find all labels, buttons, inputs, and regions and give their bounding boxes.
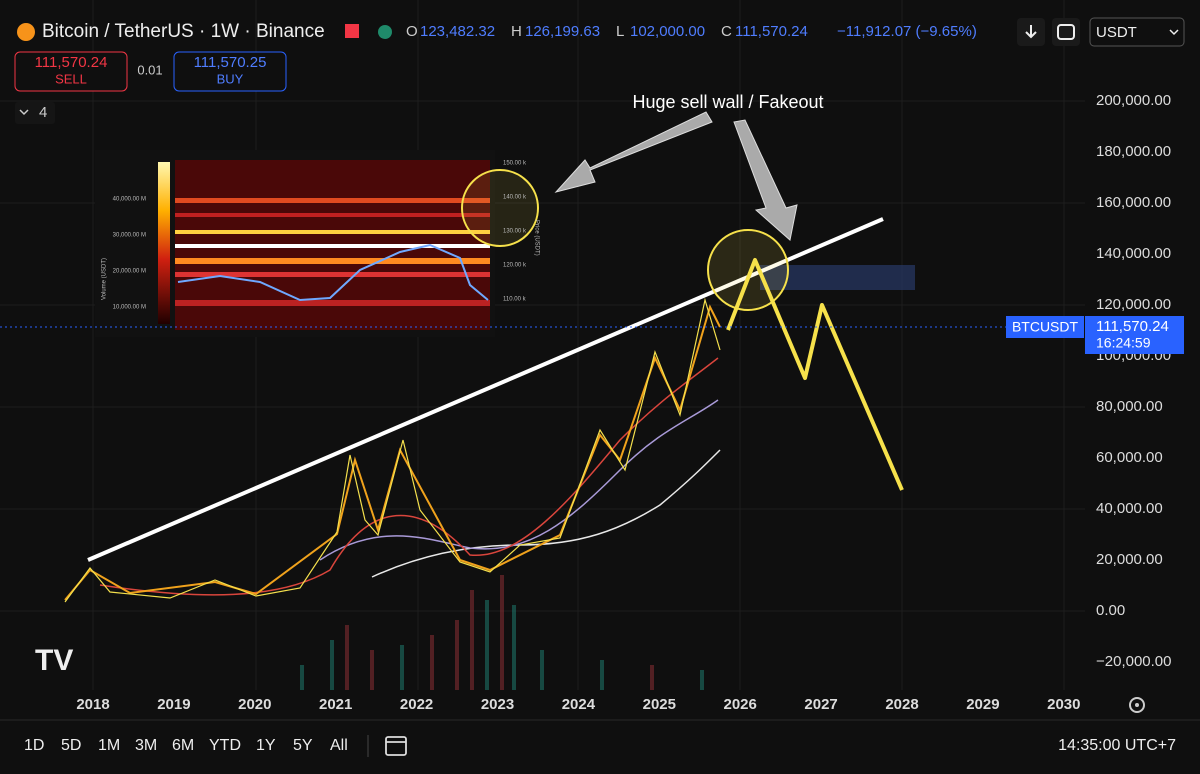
change: −11,912.07 (−9.65%) <box>837 23 977 40</box>
x-tick-label: 2028 <box>885 696 918 713</box>
price-tag-value: 111,570.24 <box>1096 318 1169 335</box>
timeframe-button[interactable]: 1M <box>98 737 120 754</box>
ohlc-key: O <box>406 23 418 40</box>
inset-price-axis: Price (USDT) <box>533 220 539 256</box>
sell-button[interactable] <box>14 51 128 92</box>
arrow-down <box>733 119 798 241</box>
ohlc-value: 102,000.00 <box>630 23 705 40</box>
price-candles <box>64 297 721 603</box>
inset-volume-tick: 40,000.00 M <box>113 197 146 203</box>
symbol-tag-text: BTCUSDT <box>1012 319 1079 335</box>
x-tick-label: 2021 <box>319 696 352 713</box>
y-tick-label: 0.00 <box>1096 602 1125 619</box>
y-tick-label: −20,000.00 <box>1096 653 1172 670</box>
y-tick-label: 180,000.00 <box>1096 143 1171 160</box>
inset-price-tick: 140.00 k <box>503 195 527 201</box>
inset-price-tick: 150.00 k <box>503 161 527 167</box>
flag[interactable] <box>345 24 359 38</box>
timeframe-button[interactable]: 5D <box>61 737 81 754</box>
clock: 14:35:00 UTC+7 <box>1058 737 1176 754</box>
y-tick-label: 80,000.00 <box>1096 398 1163 415</box>
timeframe-button[interactable]: 5Y <box>293 737 313 754</box>
y-tick-label: 60,000.00 <box>1096 449 1163 466</box>
price-tag <box>1085 316 1184 354</box>
ma-50 <box>99 357 719 596</box>
x-tick-label: 2019 <box>157 696 190 713</box>
inset: 40,000.00 M 30,000.00 M 20,000.00 M 10,000.… <box>95 150 539 337</box>
timeframe-button[interactable]: 1Y <box>256 737 276 754</box>
timeframe-button[interactable]: 3M <box>135 737 157 754</box>
ohlc-value: 126,199.63 <box>525 23 600 40</box>
inset-volume-tick: 20,000.00 M <box>113 269 146 275</box>
ohlc-key: L <box>616 23 624 40</box>
settings-icon[interactable] <box>1129 697 1145 713</box>
timeframe-button[interactable]: YTD <box>209 737 241 754</box>
timeframe-button[interactable]: All <box>330 737 348 754</box>
buy-button[interactable] <box>173 51 287 92</box>
inset-price-tick: 130.00 k <box>503 229 527 235</box>
price-line <box>64 304 721 601</box>
ohlc-value: 111,570.24 <box>735 23 808 40</box>
currency: USDT <box>1096 24 1137 41</box>
highlight-circle <box>707 229 789 311</box>
ohlc-key: C <box>721 23 732 40</box>
x-tick-label: 2020 <box>238 696 271 713</box>
arrow-left <box>554 111 713 193</box>
layout-button[interactable] <box>1052 18 1080 46</box>
tv-logo: TV <box>35 644 73 677</box>
volume-bars <box>300 575 704 690</box>
spread: 0.01 <box>137 62 162 77</box>
price-tag-countdown: 16:24:59 <box>1096 335 1151 351</box>
y-tick-label: 40,000.00 <box>1096 500 1163 517</box>
x-tick-label: 2018 <box>76 696 109 713</box>
timeframe-button[interactable]: 6M <box>172 737 194 754</box>
inset-price-tick: 120.00 k <box>503 263 527 269</box>
buy-price: 111,570.25 <box>194 54 267 71</box>
sell-price: 111,570.24 <box>35 54 108 71</box>
currency-select[interactable] <box>1089 17 1185 47</box>
date-range-button[interactable] <box>385 736 407 756</box>
download-button[interactable] <box>1017 18 1045 46</box>
x-tick-label: 2029 <box>966 696 999 713</box>
inset-volume-axis: Volume (USDT) <box>102 258 108 300</box>
color-bar <box>158 162 170 324</box>
x-tick-label: 2022 <box>400 696 433 713</box>
inset-volume-tick: 10,000.00 M <box>113 305 146 311</box>
symbol-tag <box>1006 316 1084 338</box>
y-tick-label: 20,000.00 <box>1096 551 1163 568</box>
sell-wall-zone <box>760 265 915 290</box>
x-tick-label: 2026 <box>724 696 757 713</box>
annotation: Huge sell wall / Fakeout <box>632 92 823 112</box>
y-tick-label: 140,000.00 <box>1096 245 1171 262</box>
inset-volume-tick: 30,000.00 M <box>113 233 146 239</box>
x-tick-label: 2027 <box>804 696 837 713</box>
btc-icon <box>17 23 35 41</box>
x-tick-label: 2025 <box>643 696 676 713</box>
indicators-count: 4 <box>39 104 47 121</box>
x-tick-label: 2023 <box>481 696 514 713</box>
sell-label: SELL <box>55 71 87 86</box>
projection-path <box>726 258 904 491</box>
status-dot <box>378 25 392 39</box>
y-tick-label: 200,000.00 <box>1096 92 1171 109</box>
symbol-title[interactable]: Bitcoin / TetherUS · 1W · Binance <box>42 21 325 42</box>
ma-200 <box>371 449 721 578</box>
ohlc-value: 123,482.32 <box>420 23 495 40</box>
buy-label: BUY <box>217 71 244 86</box>
inset-price-tick: 110.00 k <box>503 297 527 303</box>
ohlc-key: H <box>511 23 522 40</box>
x-tick-label: 2024 <box>562 696 596 713</box>
indicators-toggle[interactable] <box>15 102 55 124</box>
timeframe-button[interactable]: 1D <box>24 737 44 754</box>
y-tick-label: 160,000.00 <box>1096 194 1171 211</box>
y-tick-label: 120,000.00 <box>1096 296 1171 313</box>
x-tick-label: 2030 <box>1047 696 1080 713</box>
ma-100 <box>319 399 719 561</box>
